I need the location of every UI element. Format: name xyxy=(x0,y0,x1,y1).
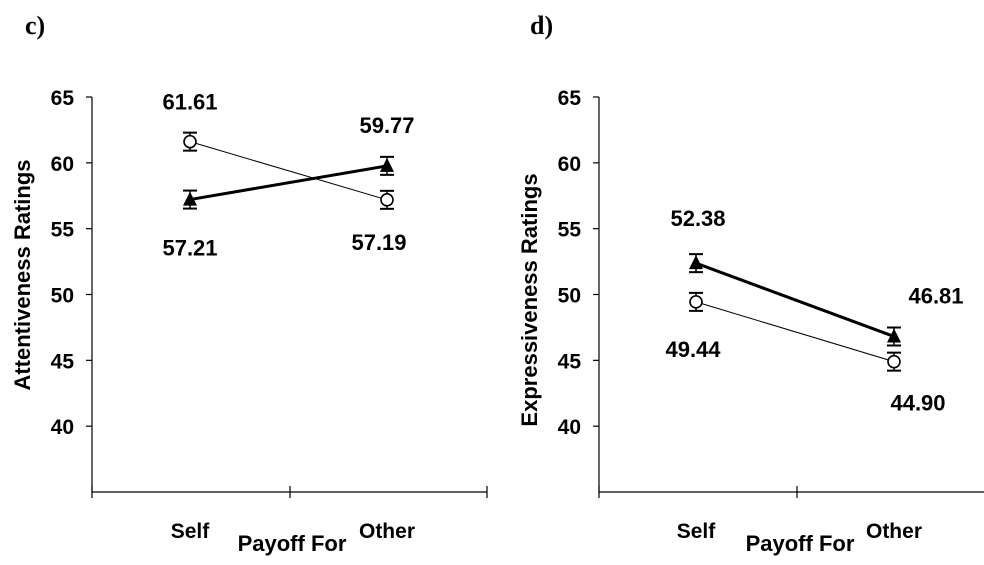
y-tick-label: 55 xyxy=(558,219,582,242)
panel-c: c) Attentiveness Ratings Payoff For Self… xyxy=(10,11,488,556)
x-axis-title: Payoff For xyxy=(238,531,347,556)
y-tick-label: 45 xyxy=(558,350,582,373)
y-tick-label: 40 xyxy=(558,416,581,439)
panel-label: d) xyxy=(530,11,553,40)
category-label-other: Other xyxy=(359,520,415,543)
data-point-triangle xyxy=(689,255,703,270)
y-tick-label: 55 xyxy=(51,219,75,242)
data-point-circle xyxy=(689,295,703,309)
data-label: 59.77 xyxy=(359,113,414,138)
category-label-self: Self xyxy=(677,520,717,543)
series-line xyxy=(189,164,388,202)
y-tick-label: 60 xyxy=(51,153,74,176)
category-label-self: Self xyxy=(171,520,211,543)
x-axis-title: Payoff For xyxy=(746,531,855,556)
data-point-circle xyxy=(183,134,197,149)
y-tick-label: 50 xyxy=(51,285,74,308)
data-point-circle xyxy=(887,354,901,369)
series-line xyxy=(695,261,895,338)
y-tick-label: 65 xyxy=(558,87,582,110)
category-label-other: Other xyxy=(866,520,922,543)
y-axis-title: Attentiveness Ratings xyxy=(10,159,35,390)
data-label: 44.90 xyxy=(890,391,945,416)
data-point-triangle xyxy=(887,328,901,343)
data-point-triangle xyxy=(183,191,197,206)
data-label: 49.44 xyxy=(665,337,721,362)
y-axis-title: Expressiveness Ratings xyxy=(517,173,542,426)
data-point-triangle xyxy=(380,157,394,172)
data-label: 57.19 xyxy=(351,230,406,255)
panel-label: c) xyxy=(25,11,45,40)
data-label: 46.81 xyxy=(908,284,963,309)
y-tick-label: 65 xyxy=(51,87,75,110)
series-line xyxy=(695,301,895,363)
data-label: 57.21 xyxy=(162,236,217,261)
panel-d: d) Expressiveness Ratings Payoff For Sel… xyxy=(517,11,984,556)
y-tick-label: 45 xyxy=(51,350,75,373)
series-line xyxy=(189,141,388,201)
data-label: 52.38 xyxy=(670,206,725,231)
data-label: 61.61 xyxy=(162,90,217,115)
data-point-circle xyxy=(380,193,394,207)
y-tick-label: 40 xyxy=(51,416,74,439)
y-tick-label: 60 xyxy=(558,153,581,176)
y-tick-label: 50 xyxy=(558,285,581,308)
